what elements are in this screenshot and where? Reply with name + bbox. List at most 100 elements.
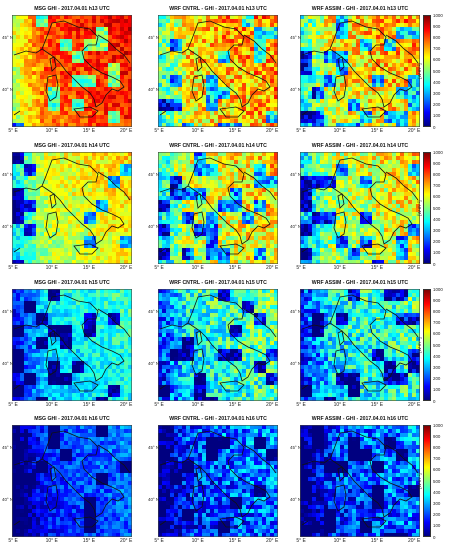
- x-tick-label: 20° E: [408, 538, 421, 544]
- ghi-map-panel: [300, 15, 420, 127]
- coastline-outline: [337, 330, 345, 346]
- colorbar-tick-label: 500: [433, 205, 441, 211]
- coastline-outline: [385, 444, 419, 474]
- panel-title: WRF ASSIM - GHI - 2017.04.01 h14 UTC: [311, 143, 409, 149]
- panel-title: WRF ASSIM - GHI - 2017.04.01 h15 UTC: [311, 280, 409, 286]
- colorbar-tick-label: 100: [433, 387, 441, 393]
- colorbar-tick-label: 200: [433, 102, 441, 108]
- y-tick-label: 40° N: [148, 86, 160, 92]
- colorbar-tick-label: 700: [433, 46, 441, 52]
- coastline-outline: [337, 193, 345, 209]
- coastline-outline: [219, 380, 245, 392]
- colorbar-tick-label: 900: [433, 160, 441, 166]
- y-tick-label: 40° N: [148, 496, 160, 502]
- x-tick-label: 20° E: [408, 402, 421, 408]
- colorbar-unit-label: [W m⁻²]: [417, 473, 422, 489]
- x-tick-label: 5° E: [154, 128, 164, 134]
- coastline-outline: [45, 348, 59, 376]
- coastline-outline: [45, 211, 59, 239]
- y-tick-label: 40° N: [2, 86, 14, 92]
- coastline-outline: [301, 48, 331, 116]
- y-tick-label: 40° N: [148, 360, 160, 366]
- coastline-outline: [329, 20, 413, 108]
- x-tick-label: 5° E: [296, 538, 306, 544]
- colorbar-tick-label: 300: [433, 90, 441, 96]
- y-tick-label: 40° N: [2, 223, 14, 229]
- coastline-outline: [195, 466, 203, 482]
- colorbar-tick-label: 0: [433, 261, 436, 267]
- ghi-map-panel: [300, 289, 420, 401]
- colorbar-tick-label: 100: [433, 113, 441, 119]
- coastline-outline: [195, 56, 203, 72]
- colorbar: [423, 425, 431, 537]
- panel-title: WRF CNTRL - GHI - 2017.04.01 h15 UTC: [169, 280, 267, 286]
- x-tick-label: 20° E: [408, 128, 421, 134]
- x-tick-label: 10° E: [45, 128, 58, 134]
- y-tick-label: 45° N: [2, 445, 14, 451]
- x-tick-label: 10° E: [191, 538, 204, 544]
- coastline-outline: [13, 458, 43, 526]
- ghi-map-panel: [158, 152, 278, 264]
- coastline-outline: [41, 20, 125, 108]
- colorbar-tick-label: 900: [433, 433, 441, 439]
- x-tick-label: 20° E: [266, 128, 279, 134]
- colorbar-tick-label: 200: [433, 239, 441, 245]
- colorbar-tick-label: 400: [433, 216, 441, 222]
- coastline-outline: [97, 171, 131, 201]
- coastline-outline: [333, 484, 347, 512]
- x-tick-label: 10° E: [45, 402, 58, 408]
- coastline-outline: [333, 211, 347, 239]
- coastline-outline: [13, 322, 43, 390]
- x-tick-label: 10° E: [191, 128, 204, 134]
- colorbar-tick-label: 1000: [433, 149, 443, 155]
- coastline-outline: [49, 193, 57, 209]
- y-tick-label: 40° N: [290, 496, 302, 502]
- colorbar-tick-label: 1000: [433, 422, 443, 428]
- coastline-outline: [243, 308, 277, 338]
- ghi-map-panel: [158, 425, 278, 537]
- colorbar-tick-label: 800: [433, 308, 441, 314]
- colorbar-tick-label: 1000: [433, 286, 443, 292]
- y-tick-label: 40° N: [290, 86, 302, 92]
- colorbar-tick-label: 100: [433, 523, 441, 529]
- panel-title: WRF CNTRL - GHI - 2017.04.01 h13 UTC: [169, 6, 267, 12]
- coastline-outline: [301, 185, 331, 253]
- x-tick-label: 20° E: [408, 265, 421, 271]
- x-tick-label: 15° E: [370, 538, 384, 544]
- colorbar-tick-label: 500: [433, 478, 441, 484]
- x-tick-label: 10° E: [333, 402, 346, 408]
- y-tick-label: 45° N: [2, 309, 14, 315]
- y-tick-label: 45° N: [290, 445, 302, 451]
- coastline-outline: [243, 171, 277, 201]
- coastline-outline: [45, 74, 59, 102]
- colorbar-unit-label: [W m⁻²]: [417, 63, 422, 79]
- colorbar-tick-label: 600: [433, 467, 441, 473]
- y-tick-label: 40° N: [290, 223, 302, 229]
- x-tick-label: 20° E: [120, 538, 133, 544]
- coastline-outline: [219, 243, 245, 255]
- coastline-outline: [187, 157, 271, 245]
- coastline-outline: [97, 308, 131, 338]
- panel-title: MSG GHI - 2017.04.01 h13 UTC: [34, 6, 110, 12]
- colorbar-tick-label: 500: [433, 342, 441, 348]
- panel-title: MSG GHI - 2017.04.01 h16 UTC: [34, 416, 110, 422]
- coastline-outline: [97, 444, 131, 474]
- panel-title: MSG GHI - 2017.04.01 h14 UTC: [34, 143, 110, 149]
- y-tick-label: 45° N: [148, 172, 160, 178]
- coastline-outline: [73, 516, 99, 528]
- coastline-outline: [191, 211, 205, 239]
- x-tick-label: 20° E: [266, 538, 279, 544]
- x-tick-label: 5° E: [8, 402, 18, 408]
- x-tick-label: 5° E: [296, 402, 306, 408]
- colorbar-tick-label: 1000: [433, 12, 443, 18]
- coastline-outline: [41, 157, 125, 245]
- colorbar-unit-label: [W m⁻²]: [417, 200, 422, 216]
- x-tick-label: 5° E: [8, 128, 18, 134]
- ghi-map-panel: [12, 289, 132, 401]
- coastline-outline: [385, 308, 419, 338]
- x-tick-label: 15° E: [228, 128, 242, 134]
- ghi-map-panel: [300, 152, 420, 264]
- y-tick-label: 40° N: [290, 360, 302, 366]
- x-tick-label: 15° E: [370, 128, 384, 134]
- coastline-outline: [159, 48, 189, 116]
